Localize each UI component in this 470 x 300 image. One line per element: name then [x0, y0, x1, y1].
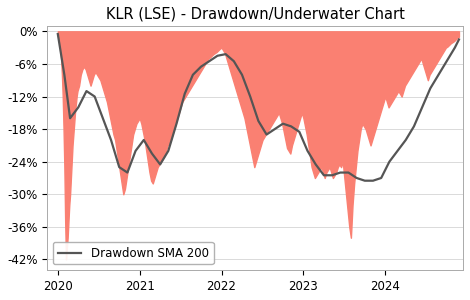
Title: KLR (LSE) - Drawdown/Underwater Chart: KLR (LSE) - Drawdown/Underwater Chart — [106, 7, 405, 22]
Drawdown SMA 200 — [456, 38, 462, 41]
Drawdown SMA 200 — [174, 122, 180, 125]
Drawdown SMA 200 — [345, 171, 351, 174]
Drawdown SMA 200 — [362, 179, 368, 182]
Drawdown SMA 200 — [141, 138, 147, 142]
Line: Drawdown SMA 200: Drawdown SMA 200 — [58, 34, 459, 181]
Legend: Drawdown SMA 200: Drawdown SMA 200 — [53, 242, 213, 264]
Drawdown SMA 200 — [321, 173, 327, 177]
Drawdown SMA 200 — [182, 92, 188, 96]
Drawdown SMA 200 — [55, 32, 61, 36]
Drawdown SMA 200 — [452, 46, 458, 50]
